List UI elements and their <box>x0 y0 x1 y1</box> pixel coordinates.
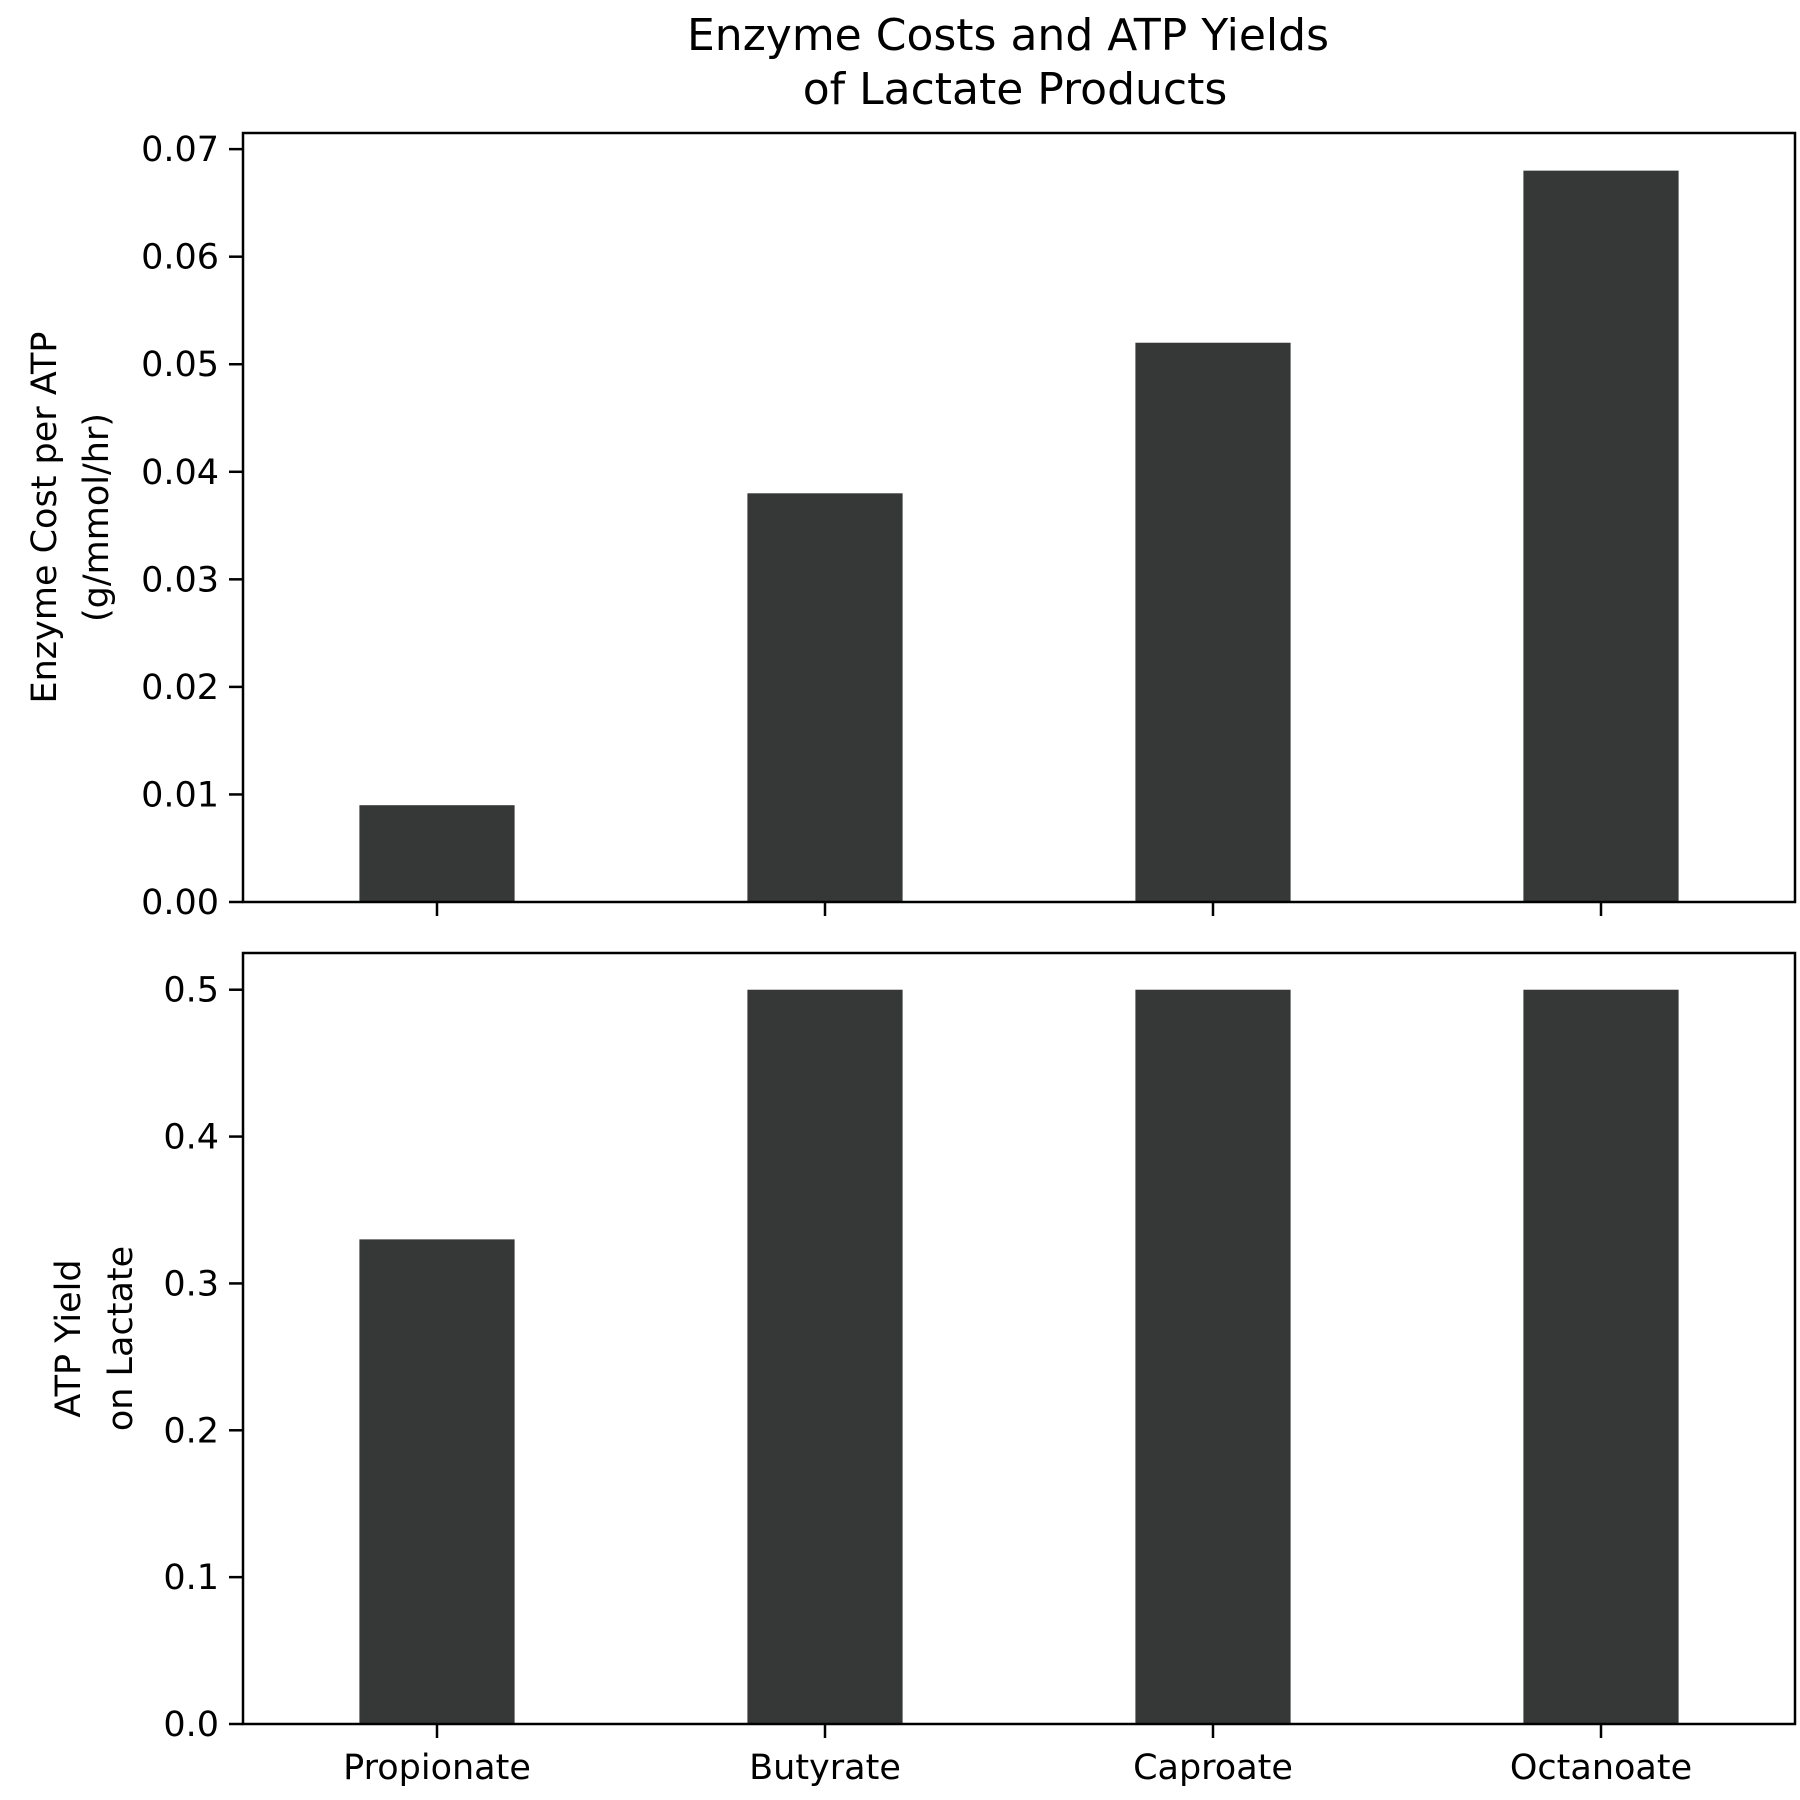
chart-title: Enzyme Costs and ATP Yields of Lactate P… <box>687 10 1343 115</box>
enzyme-cost-y-axis-label: Enzyme Cost per ATP (g/mmol/hr) <box>25 331 117 703</box>
atp-yield-axes-frame <box>241 951 1797 1726</box>
enzyme-cost-bar-butyrate <box>747 493 903 902</box>
x-tick-label-butyrate: Butyrate <box>749 1748 901 1788</box>
atp-yield-y-axis-label: ATP Yield on Lactate <box>49 1246 141 1431</box>
x-tick-label-octanoate: Octanoate <box>1510 1748 1692 1788</box>
atp-yield-panel: Propionate Butyrate Caproate Octanoate 0.0 0.… <box>49 951 1797 1788</box>
enzyme-cost-y-tick-label: 0.07 <box>141 130 219 170</box>
enzyme-cost-y-tick-label: 0.00 <box>141 883 219 923</box>
chart-title-line-2: of Lactate Products <box>803 64 1228 115</box>
enzyme-cost-y-tick-label: 0.03 <box>141 560 219 600</box>
enzyme-cost-y-tick-label: 0.04 <box>141 453 219 493</box>
enzyme-cost-bar-octanoate <box>1523 170 1679 902</box>
enzyme-cost-y-tick-label: 0.01 <box>141 775 219 815</box>
enzyme-cost-bar-propionate <box>359 805 515 902</box>
chart-title-line-1: Enzyme Costs and ATP Yields <box>687 10 1329 61</box>
enzyme-cost-y-tick-label: 0.02 <box>141 668 219 708</box>
x-tick-label-propionate: Propionate <box>343 1748 531 1788</box>
enzyme-cost-y-tick-label: 0.05 <box>141 345 219 385</box>
atp-yield-y-tick-label: 0.4 <box>163 1118 219 1158</box>
atp-yield-bar-caproate <box>1135 989 1291 1724</box>
atp-yield-y-tick-label: 0.1 <box>163 1558 219 1598</box>
enzyme-cost-panel: 0.00 0.01 0.02 0.03 0.04 0.05 0.06 0.07 Enzyme C… <box>25 130 1797 923</box>
atp-yield-y-tick-label: 0.5 <box>163 971 219 1011</box>
atp-yield-bar-butyrate <box>747 989 903 1724</box>
atp-yield-bar-octanoate <box>1523 989 1679 1724</box>
atp-yield-y-tick-label: 0.2 <box>163 1411 219 1451</box>
enzyme-cost-bar-caproate <box>1135 342 1291 902</box>
atp-yield-bar-propionate <box>359 1239 515 1724</box>
x-tick-label-caproate: Caproate <box>1133 1748 1293 1788</box>
enzyme-cost-axes-frame <box>241 131 1797 904</box>
atp-yield-y-tick-label: 0.0 <box>163 1705 219 1745</box>
enzyme-cost-y-tick-label: 0.06 <box>141 238 219 278</box>
atp-yield-y-tick-label: 0.3 <box>163 1264 219 1304</box>
